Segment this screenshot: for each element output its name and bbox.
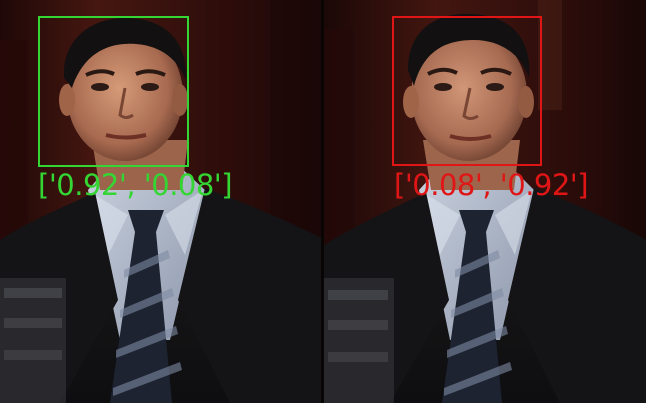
left-portrait [0, 0, 321, 403]
panel-divider [321, 0, 324, 403]
face-score-label-right: ['0.08', '0.92'] [394, 168, 589, 202]
face-bounding-box-green [38, 16, 189, 167]
face-bounding-box-red [392, 16, 542, 166]
right-image-panel: ['0.08', '0.92'] [324, 0, 646, 403]
left-image-panel: ['0.92', '0.08'] [0, 0, 321, 403]
face-score-label-left: ['0.92', '0.08'] [38, 168, 233, 202]
right-portrait [324, 0, 646, 403]
